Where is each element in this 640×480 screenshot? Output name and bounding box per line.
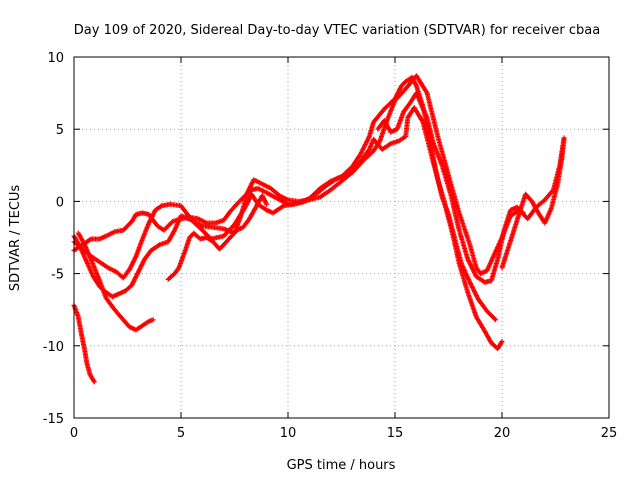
data-point xyxy=(561,136,567,142)
series-trace-5 xyxy=(75,230,156,333)
series-trace-1 xyxy=(71,302,97,385)
y-tick-label: 10 xyxy=(47,51,64,66)
x-tick-label: 5 xyxy=(177,426,185,441)
data-point xyxy=(520,210,526,216)
x-tick-label: 15 xyxy=(387,426,404,441)
x-tick-label: 25 xyxy=(601,426,618,441)
plot-frame xyxy=(73,56,610,419)
chart-title: Day 109 of 2020, Sidereal Day-to-day VTE… xyxy=(74,23,600,38)
data-point xyxy=(264,201,270,207)
x-tick-label: 10 xyxy=(280,426,297,441)
grid-layer xyxy=(74,57,609,418)
axis-ticks: 0 5 10 15 20 25 -15 -10 -5 0 5 10 xyxy=(43,51,618,441)
x-axis-title: GPS time / hours xyxy=(287,458,396,473)
y-axis-title: SDTVAR / TECUs xyxy=(8,185,23,292)
y-tick-label: 5 xyxy=(56,123,64,138)
y-tick-label: -5 xyxy=(51,268,64,283)
x-tick-label: 20 xyxy=(494,426,511,441)
data-point xyxy=(150,317,156,323)
series-trace-2 xyxy=(71,73,567,281)
series-trace-7 xyxy=(499,136,567,271)
y-tick-label: 0 xyxy=(56,195,64,210)
data-point xyxy=(493,317,499,323)
data-layer xyxy=(71,73,567,385)
series-trace-6 xyxy=(165,193,270,282)
data-point xyxy=(499,338,505,344)
y-tick-label: -15 xyxy=(43,412,64,427)
series-trace-8 xyxy=(375,90,526,285)
x-tick-label: 0 xyxy=(70,426,78,441)
data-point xyxy=(91,379,97,385)
y-tick-label: -10 xyxy=(43,340,64,355)
